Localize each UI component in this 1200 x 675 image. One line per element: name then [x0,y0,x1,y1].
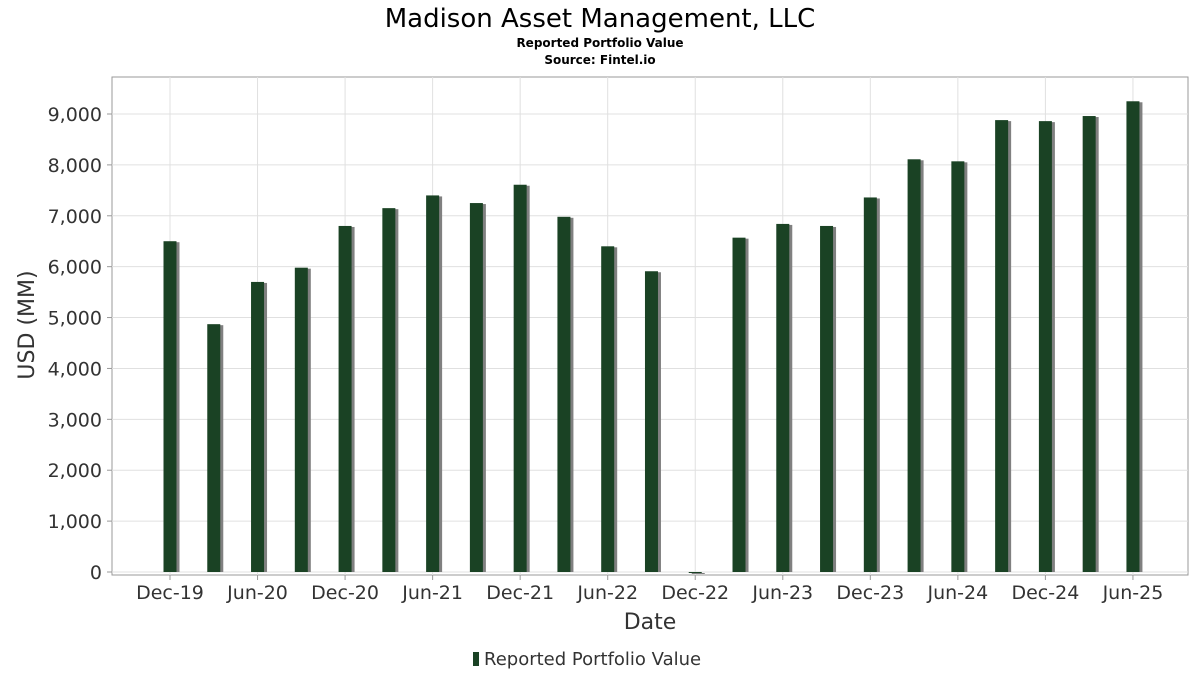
bar [863,197,877,573]
x-tick-label: Dec-19 [136,582,204,604]
bar [426,195,440,572]
bar [1126,101,1140,573]
y-tick-label: 9,000 [48,104,102,126]
bar [732,237,746,572]
x-tick-label: Jun-24 [926,582,988,604]
x-tick-label: Dec-21 [486,582,554,604]
x-tick-label: Jun-25 [1102,582,1164,604]
bar [338,225,352,572]
y-tick-label: 8,000 [48,155,102,177]
y-tick-label: 0 [90,562,102,584]
bar [513,184,527,573]
x-tick-label: Dec-23 [836,582,904,604]
bar [995,120,1009,573]
x-tick-label: Dec-20 [311,582,379,604]
bar [294,267,308,572]
legend-swatch [473,652,479,666]
y-tick-label: 1,000 [48,511,102,533]
bar [776,223,790,573]
legend: Reported Portfolio Value [473,649,701,670]
bar [644,271,658,572]
x-tick-label: Jun-22 [576,582,638,604]
y-tick-label: 2,000 [48,460,102,482]
y-tick-label: 7,000 [48,206,102,228]
x-tick-label: Jun-20 [226,582,288,604]
y-tick-label: 6,000 [48,257,102,279]
bar [820,225,834,572]
bar [1038,121,1052,572]
y-tick-label: 5,000 [48,308,102,330]
chart-title: Madison Asset Management, LLC [385,4,816,34]
x-tick-label: Jun-21 [401,582,463,604]
bar [207,324,221,572]
y-axis-ticks: 0 1,000 2,000 3,000 4,000 5,000 6,000 7,000 8,00… [48,104,112,584]
bars [163,101,1143,574]
bar [469,203,483,573]
x-tick-label: Jun-23 [751,582,813,604]
bar [1082,116,1096,572]
bar [557,216,571,572]
x-tick-label: Dec-22 [661,582,729,604]
bar-shadow [691,573,705,574]
x-tick-label: Dec-24 [1011,582,1079,604]
x-axis-label: Date [624,610,677,635]
bar [163,241,177,572]
bar [688,572,702,573]
y-tick-label: 4,000 [48,358,102,380]
bar [951,161,965,572]
chart-source: Source: Fintel.io [544,53,655,67]
y-tick-label: 3,000 [48,409,102,431]
x-axis-ticks: Dec-19 Jun-20 Dec-20 Jun-21 Dec-21 Jun-22 Dec-… [136,575,1163,604]
bar [382,208,396,572]
bar [251,281,265,572]
legend-label: Reported Portfolio Value [484,649,701,670]
chart-subtitle: Reported Portfolio Value [516,36,683,50]
bar [601,246,615,573]
bar [907,159,921,572]
y-axis-label: USD (MM) [15,270,40,379]
